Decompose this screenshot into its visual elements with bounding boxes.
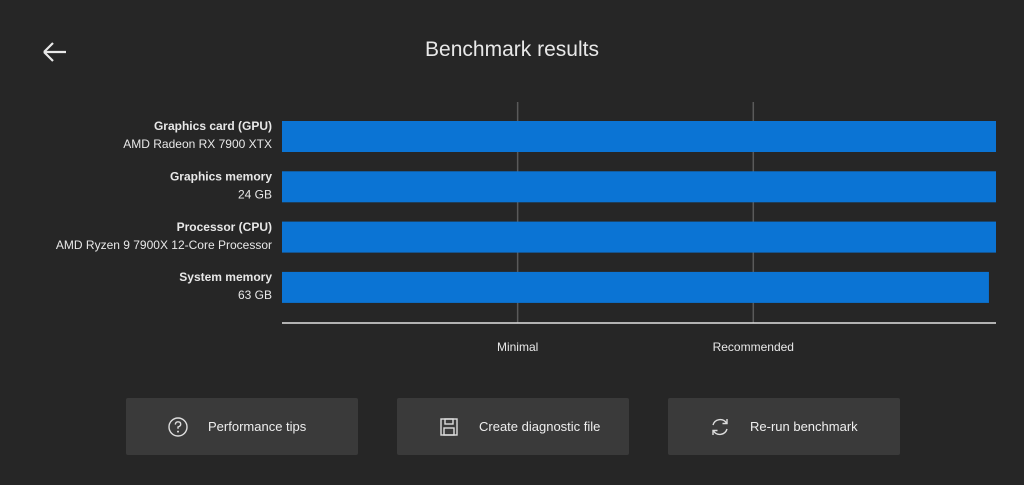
save-icon bbox=[440, 417, 458, 436]
category-label: System memory bbox=[179, 270, 272, 284]
category-detail: AMD Radeon RX 7900 XTX bbox=[123, 137, 272, 151]
bar bbox=[282, 121, 996, 152]
rerun-benchmark-button[interactable]: Re-run benchmark bbox=[668, 398, 900, 455]
category-detail: 63 GB bbox=[238, 288, 272, 302]
category-detail: AMD Ryzen 9 7900X 12-Core Processor bbox=[56, 238, 272, 252]
back-button[interactable] bbox=[40, 40, 70, 64]
category-detail: 24 GB bbox=[238, 187, 272, 201]
category-label: Processor (CPU) bbox=[177, 220, 272, 234]
bar bbox=[282, 171, 996, 203]
refresh-icon bbox=[712, 418, 728, 435]
help-icon bbox=[168, 416, 188, 437]
category-label: Graphics card (GPU) bbox=[154, 119, 272, 133]
x-tick-label: Recommended bbox=[713, 340, 794, 354]
button-label: Create diagnostic file bbox=[479, 419, 601, 434]
category-label: Graphics memory bbox=[170, 169, 272, 183]
page-title: Benchmark results bbox=[425, 38, 599, 61]
x-tick-label: Minimal bbox=[497, 340, 538, 354]
button-label: Performance tips bbox=[208, 419, 307, 434]
bar bbox=[282, 221, 996, 253]
performance-tips-button[interactable]: Performance tips bbox=[126, 398, 358, 455]
create-diagnostic-button[interactable]: Create diagnostic file bbox=[397, 398, 629, 455]
bar bbox=[282, 271, 989, 303]
button-label: Re-run benchmark bbox=[750, 419, 858, 434]
